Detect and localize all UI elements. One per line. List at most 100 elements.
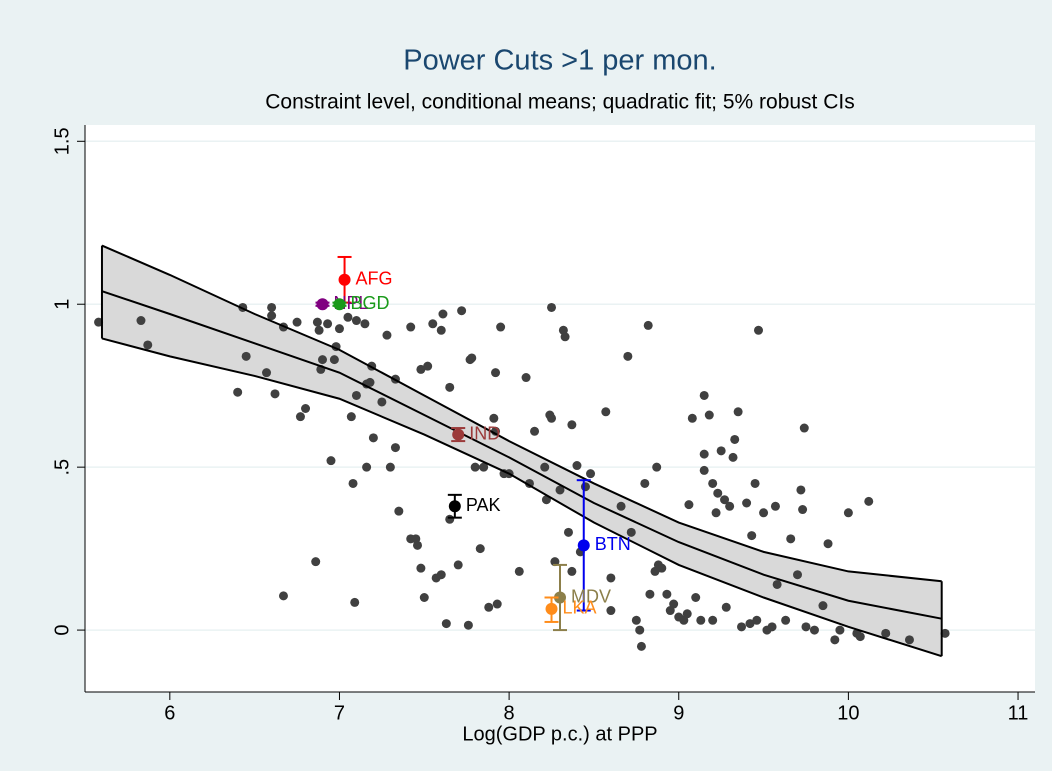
- point: [721, 602, 731, 612]
- point: [606, 573, 616, 583]
- point: [606, 606, 616, 616]
- point: [416, 364, 426, 374]
- point: [623, 351, 633, 361]
- y-tick-label: .5: [51, 459, 73, 476]
- x-tick-label: 10: [837, 702, 859, 724]
- point: [346, 412, 356, 422]
- point: [662, 589, 672, 599]
- country-point: [448, 500, 461, 513]
- point: [798, 505, 808, 515]
- point: [669, 599, 679, 609]
- x-axis-title: Log(GDP p.c.) at PPP: [462, 723, 657, 745]
- point: [311, 557, 321, 567]
- point: [747, 531, 757, 541]
- point: [843, 508, 853, 518]
- point: [360, 319, 370, 329]
- point: [295, 412, 305, 422]
- x-tick-label: 9: [673, 702, 684, 724]
- point: [881, 628, 891, 638]
- chart-title: Power Cuts >1 per mon.: [403, 45, 717, 77]
- point: [830, 635, 840, 645]
- point: [753, 325, 763, 335]
- point: [267, 302, 277, 312]
- point: [475, 544, 485, 554]
- country-label: BTN: [595, 534, 631, 554]
- x-tick-label: 11: [1008, 702, 1029, 724]
- point: [350, 597, 360, 607]
- point: [233, 387, 243, 397]
- country-point: [333, 298, 346, 311]
- point: [818, 601, 828, 611]
- point: [586, 469, 596, 479]
- point: [540, 462, 550, 472]
- x-tick-label: 8: [504, 702, 515, 724]
- point: [94, 317, 104, 327]
- point: [318, 355, 327, 365]
- point: [770, 501, 780, 511]
- point: [699, 449, 709, 459]
- point: [745, 619, 755, 629]
- point: [708, 615, 718, 625]
- point: [652, 462, 662, 472]
- point: [580, 482, 590, 492]
- point: [262, 368, 272, 378]
- point: [799, 423, 809, 433]
- point: [737, 622, 747, 632]
- point: [713, 488, 723, 498]
- point: [314, 325, 324, 335]
- point: [616, 501, 626, 511]
- point: [514, 566, 524, 576]
- country-point: [545, 602, 558, 615]
- point: [567, 566, 577, 576]
- point: [699, 465, 709, 475]
- point: [601, 407, 611, 417]
- point: [467, 353, 477, 363]
- ci-line: [101, 337, 942, 658]
- point: [489, 413, 499, 423]
- point: [781, 615, 791, 625]
- point: [445, 382, 455, 392]
- point: [406, 322, 416, 332]
- point: [385, 462, 395, 472]
- point: [750, 478, 760, 488]
- confidence-band: [101, 245, 942, 657]
- point: [377, 397, 387, 407]
- point: [301, 404, 311, 413]
- country-label: IND: [469, 423, 500, 443]
- point: [684, 500, 694, 510]
- point: [801, 622, 811, 632]
- point: [343, 312, 353, 322]
- point: [635, 625, 645, 635]
- point: [453, 560, 463, 570]
- point: [530, 426, 540, 436]
- point: [550, 557, 560, 567]
- point: [438, 309, 448, 319]
- point: [626, 527, 636, 537]
- point: [560, 332, 570, 342]
- point: [436, 570, 446, 580]
- point: [711, 508, 721, 518]
- point: [636, 641, 646, 651]
- point: [436, 325, 446, 335]
- point: [362, 462, 372, 472]
- point: [491, 368, 501, 378]
- point: [742, 498, 752, 508]
- point: [720, 495, 730, 505]
- point: [441, 619, 451, 629]
- point: [329, 355, 339, 365]
- point: [643, 320, 653, 330]
- point: [334, 324, 344, 334]
- point: [423, 361, 433, 371]
- point: [640, 478, 650, 488]
- point: [463, 620, 473, 630]
- point: [267, 311, 277, 321]
- point: [786, 534, 796, 544]
- point: [390, 443, 400, 453]
- point: [657, 563, 667, 573]
- point: [351, 390, 361, 400]
- point: [567, 420, 577, 430]
- point: [351, 316, 361, 326]
- point: [835, 625, 845, 635]
